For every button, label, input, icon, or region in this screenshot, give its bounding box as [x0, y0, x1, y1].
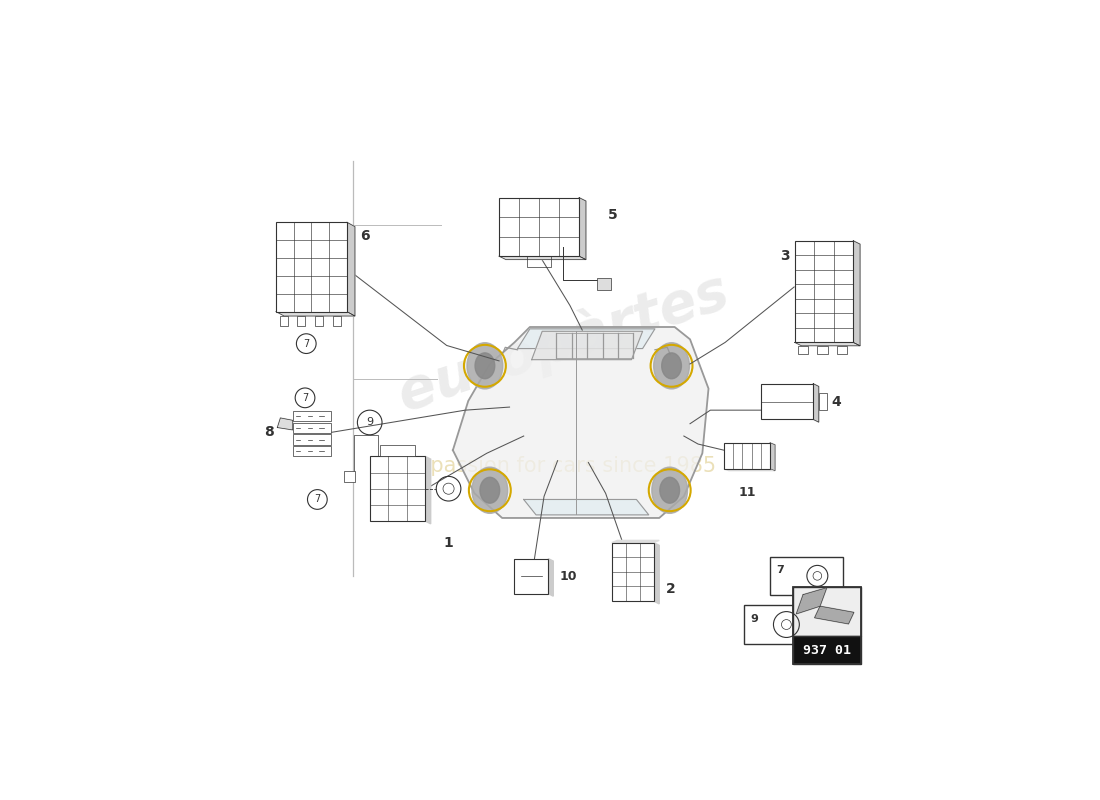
Bar: [793, 587, 860, 664]
Text: 10: 10: [560, 570, 576, 582]
Bar: [379, 445, 415, 456]
Bar: [332, 316, 341, 326]
Bar: [499, 198, 579, 256]
Bar: [293, 446, 331, 456]
Bar: [315, 316, 323, 326]
Ellipse shape: [662, 353, 681, 378]
Bar: [793, 587, 860, 636]
Polygon shape: [346, 222, 355, 316]
Ellipse shape: [468, 342, 503, 389]
Bar: [276, 222, 346, 311]
Bar: [370, 456, 425, 521]
Bar: [297, 316, 306, 326]
Ellipse shape: [475, 353, 495, 378]
Bar: [344, 470, 355, 482]
Polygon shape: [770, 443, 776, 470]
Bar: [293, 422, 331, 433]
Bar: [745, 605, 817, 644]
Polygon shape: [453, 327, 708, 518]
Bar: [761, 384, 813, 419]
Text: 6: 6: [360, 229, 370, 242]
Polygon shape: [579, 198, 586, 259]
Bar: [279, 316, 287, 326]
Text: 7: 7: [315, 494, 320, 505]
Polygon shape: [796, 588, 827, 614]
Polygon shape: [815, 606, 854, 624]
Text: 4: 4: [832, 394, 840, 409]
Polygon shape: [813, 384, 818, 422]
Polygon shape: [612, 540, 659, 542]
Text: 9: 9: [366, 418, 373, 427]
Polygon shape: [531, 331, 642, 360]
Ellipse shape: [652, 467, 688, 514]
Text: 9: 9: [750, 614, 758, 624]
Bar: [515, 558, 548, 594]
Polygon shape: [499, 256, 586, 259]
Text: 3: 3: [780, 249, 790, 263]
Bar: [612, 542, 653, 601]
Bar: [794, 241, 854, 342]
Polygon shape: [425, 456, 431, 524]
Bar: [770, 557, 843, 595]
Ellipse shape: [472, 467, 508, 514]
Bar: [793, 636, 860, 664]
Polygon shape: [724, 469, 776, 470]
Bar: [798, 346, 808, 354]
Text: 937 01: 937 01: [803, 643, 850, 657]
Polygon shape: [276, 311, 355, 316]
Text: 11: 11: [738, 486, 756, 499]
Text: europàrtes: europàrtes: [392, 263, 736, 422]
Polygon shape: [794, 342, 860, 346]
Text: 7: 7: [777, 565, 784, 575]
Text: 7: 7: [304, 338, 309, 349]
Text: a passion for cars since 1985: a passion for cars since 1985: [411, 456, 716, 475]
Text: 8: 8: [264, 426, 274, 439]
Bar: [837, 346, 847, 354]
Text: 1: 1: [443, 537, 453, 550]
Bar: [817, 346, 828, 354]
Polygon shape: [277, 418, 293, 430]
Bar: [597, 278, 611, 290]
Ellipse shape: [660, 478, 680, 503]
Bar: [293, 411, 331, 421]
Polygon shape: [854, 241, 860, 346]
Polygon shape: [524, 499, 649, 515]
Bar: [293, 434, 331, 445]
Ellipse shape: [653, 342, 690, 389]
Polygon shape: [653, 542, 659, 604]
Text: 5: 5: [607, 208, 617, 222]
Text: 7: 7: [301, 393, 308, 403]
Polygon shape: [548, 558, 553, 596]
Bar: [724, 443, 770, 469]
Polygon shape: [517, 329, 654, 349]
Bar: [818, 393, 827, 410]
Text: 2: 2: [666, 582, 675, 597]
Ellipse shape: [480, 478, 499, 503]
